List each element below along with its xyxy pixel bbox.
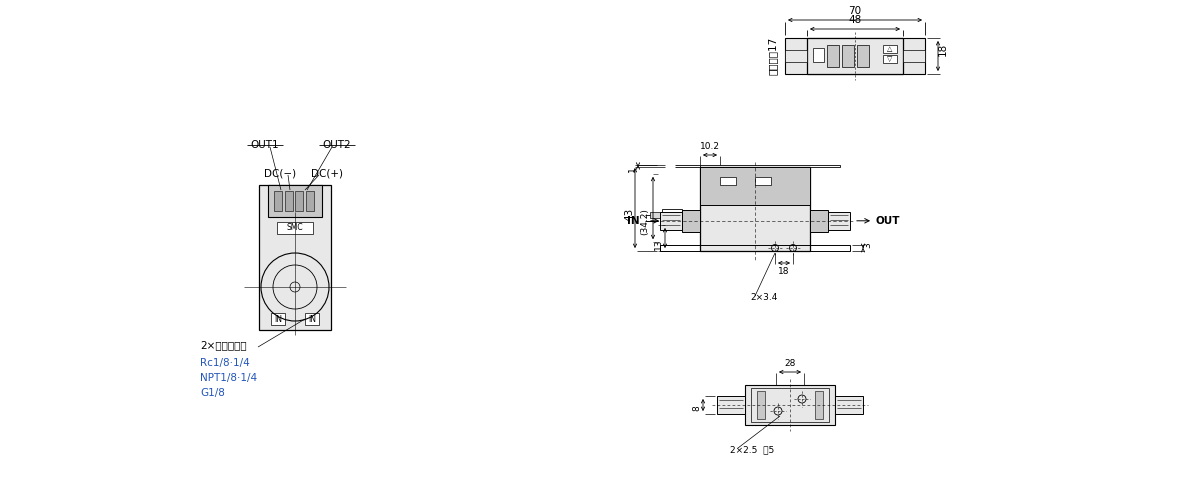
Bar [271,313,285,325]
Bar [807,38,903,74]
Bar [305,313,319,325]
Bar [785,50,807,62]
Bar [700,167,810,251]
Text: 六觓対邆17: 六觓対邆17 [768,37,778,75]
Text: SMC: SMC [286,224,303,232]
Bar [277,222,313,234]
Bar [284,191,292,211]
Bar [835,396,863,414]
Bar [305,191,314,211]
Bar [268,185,322,217]
Bar [857,45,869,67]
Bar [662,209,682,221]
Bar [745,385,835,425]
Bar [903,50,925,62]
Text: 2×2.5  深5: 2×2.5 深5 [730,446,774,454]
Text: ▽: ▽ [888,56,893,62]
Text: Rc1/8·1/4: Rc1/8·1/4 [200,358,249,368]
Text: 2×3.4: 2×3.4 [750,294,778,302]
Bar [751,388,829,422]
Text: 2×管接続口径: 2×管接続口径 [200,340,247,350]
Bar [295,191,303,211]
Bar [720,177,736,185]
Text: 10.2: 10.2 [700,142,720,151]
Text: (34.2): (34.2) [641,208,649,235]
Text: IN: IN [308,314,316,324]
Text: 18: 18 [779,267,789,276]
Bar [827,45,839,67]
Text: 28: 28 [785,359,795,368]
Bar [810,210,828,232]
Bar [883,45,897,53]
Text: DC(+): DC(+) [311,168,343,178]
Bar [660,245,851,251]
Text: 43: 43 [624,208,634,221]
Bar [815,391,823,419]
Text: 1: 1 [628,166,636,172]
Text: 70: 70 [848,6,861,16]
Text: DC(−): DC(−) [264,168,296,178]
Bar [842,45,854,67]
Text: OUT: OUT [875,216,900,226]
Bar [682,210,700,232]
Text: G1/8: G1/8 [200,388,225,398]
Text: OUT1: OUT1 [250,140,279,150]
Bar [716,396,745,414]
Bar [757,391,766,419]
Text: 13: 13 [653,238,662,250]
Text: 3: 3 [864,242,872,248]
Bar [651,212,662,218]
Bar [259,185,331,330]
Text: NPT1/8·1/4: NPT1/8·1/4 [200,373,258,383]
Bar [883,55,897,63]
Bar [813,48,824,62]
Text: IN: IN [274,314,282,324]
Text: 48: 48 [848,15,861,25]
Text: 8: 8 [692,405,702,411]
Bar [700,165,840,167]
Bar [274,191,282,211]
Bar [785,38,925,74]
Text: △: △ [888,46,893,52]
Bar [828,212,851,230]
Text: IN: IN [628,216,640,226]
Bar [660,212,682,230]
Bar [755,177,772,185]
Text: OUT2: OUT2 [322,140,351,150]
Text: 18: 18 [938,43,948,56]
Bar [700,167,810,205]
